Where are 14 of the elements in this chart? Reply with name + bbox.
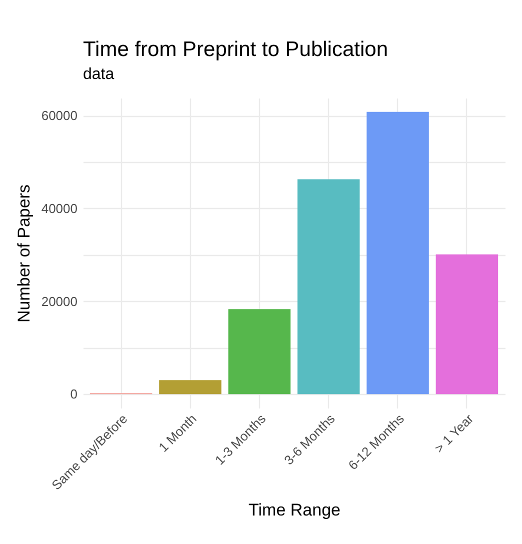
bar — [297, 179, 360, 394]
y-axis-title: Number of Papers — [14, 184, 34, 322]
y-tick-label: 60000 — [41, 108, 78, 124]
x-axis-title: Time Range — [248, 500, 340, 520]
y-tick-label: 40000 — [41, 200, 78, 216]
y-tick-label: 20000 — [41, 294, 78, 309]
bar — [159, 380, 222, 394]
chart-subtitle: data — [83, 66, 114, 83]
x-tick-label: > 1 Year — [432, 410, 477, 456]
chart-title: Time from Preprint to Publication — [83, 38, 388, 61]
bar — [366, 112, 429, 394]
y-tick-label: 0 — [70, 386, 78, 402]
bar — [228, 309, 291, 394]
bar — [436, 254, 498, 394]
